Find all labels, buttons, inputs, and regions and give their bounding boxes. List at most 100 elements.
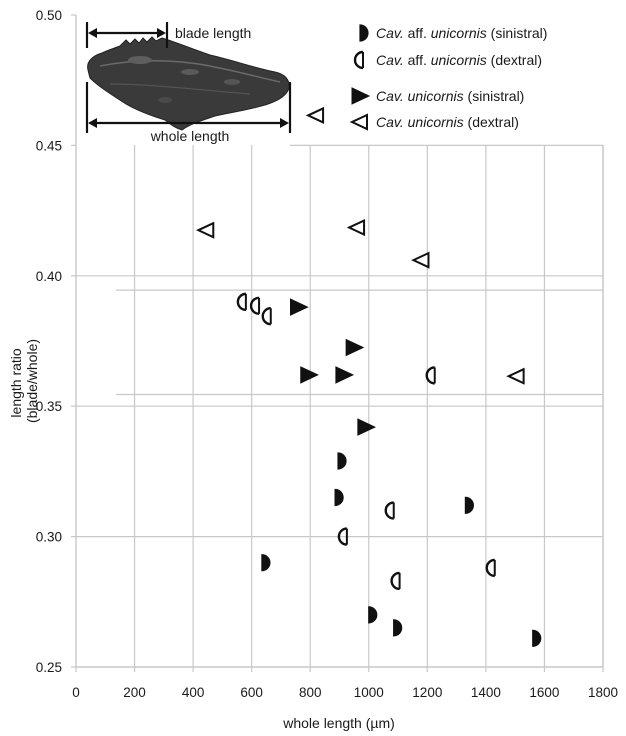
marker-shape [359,24,369,42]
legend-label-species: unicornis [408,88,464,104]
marker-shape [337,527,348,546]
data-point [195,221,215,239]
data-point [532,629,542,647]
data-points [195,106,542,647]
data-point [337,452,347,470]
y-tick-label: 0.25 [36,660,62,675]
legend-label-genus: Cav. [376,114,404,130]
x-tick-labels: 0 200 400 600 800 1000 1200 1400 1600 1800 [72,685,618,700]
legend-label-qualifier: aff. [404,52,431,68]
legend-label: Cav. aff. unicornis (dextral) [376,52,542,68]
marker-shape [485,558,495,578]
data-point [337,527,348,546]
grid-lines [76,144,604,667]
legend-marker [359,24,369,42]
marker-shape [351,87,371,105]
x-tick-label: 1200 [412,685,442,700]
y-tick-label: 0.30 [36,530,62,545]
data-point [506,367,525,385]
marker-shape [345,338,365,357]
legend-label-form: (dextral) [464,114,519,130]
marker-shape [349,113,368,131]
data-point [357,418,377,436]
data-point [411,251,430,269]
data-point [305,106,325,124]
y-tick-labels: 0.25 0.30 0.35 0.40 0.45 0.50 [36,8,62,675]
legend-label: Cav. aff. unicornis (sinistral) [376,25,547,41]
marker-shape [305,106,325,124]
marker-shape [411,251,430,269]
legend-marker [353,50,364,70]
axes [71,14,604,672]
legend-label-species: unicornis [408,114,464,130]
data-point [334,488,344,507]
marker-shape [337,452,347,470]
y-tick-label: 0.45 [36,138,62,153]
x-tick-label: 200 [123,685,146,700]
legend-label: Cav. unicornis (sinistral) [376,88,524,104]
x-tick-label: 800 [299,685,322,700]
marker-shape [195,221,215,239]
legend-label-form: (sinistral) [464,88,525,104]
legend-item: Cav. unicornis (dextral) [349,113,519,131]
data-point [384,501,395,520]
marker-shape [334,488,344,507]
specimen-photo [87,36,290,131]
legend-label: Cav. unicornis (dextral) [376,114,519,130]
marker-shape [357,418,377,436]
data-point [485,558,496,578]
data-point [464,496,474,514]
marker-shape [393,619,403,637]
data-point [390,571,401,591]
legend-item: Cav. aff. unicornis (dextral) [353,50,542,70]
legend-label-species: unicornis [431,25,487,41]
data-point [346,218,366,237]
data-point [249,296,261,315]
data-point [261,307,272,326]
x-tick-label: 0 [72,685,80,700]
x-tick-label: 1000 [354,685,384,700]
whole-length-bar [85,82,292,133]
data-point [368,606,378,624]
marker-shape [506,367,525,385]
data-point [345,338,365,357]
legend-item: Cav. aff. unicornis (sinistral) [359,24,547,42]
marker-shape [300,366,319,384]
marker-shape [384,501,394,520]
marker-shape [236,292,247,312]
whole-length-label: whole length [150,128,230,144]
blade-length-label: blade length [175,25,251,41]
y-axis-label: length ratio (blade/whole) [8,339,40,423]
data-point [290,298,309,316]
blade-length-bar [85,22,169,48]
x-axis-label: whole length (µm) [282,715,395,731]
data-point [425,366,436,385]
marker-shape [261,554,271,572]
data-point [236,292,247,312]
y-axis-label-line-1: length ratio [8,348,24,417]
marker-shape [425,366,435,385]
x-tick-label: 600 [240,685,263,700]
data-point [393,619,403,637]
x-tick-label: 1600 [529,685,559,700]
data-point [261,554,271,572]
marker-shape [390,571,400,591]
data-point [335,366,355,384]
y-tick-label: 0.40 [36,269,62,284]
marker-shape [249,296,260,315]
marker-shape [464,496,474,514]
legend-marker [351,87,371,105]
marker-shape [290,298,309,316]
legend-marker [349,113,368,131]
y-tick-label: 0.50 [36,8,62,23]
x-tick-label: 1800 [588,685,618,700]
x-tick-label: 1400 [471,685,501,700]
marker-shape [368,606,378,624]
legend-label-species: unicornis [431,52,487,68]
marker-shape [261,307,271,326]
y-tick-label: 0.35 [36,399,62,414]
legend-label-form: (dextral) [487,52,542,68]
legend-label-genus: Cav. [376,52,404,68]
legend: Cav. aff. unicornis (sinistral) Cav. aff.… [349,24,547,131]
